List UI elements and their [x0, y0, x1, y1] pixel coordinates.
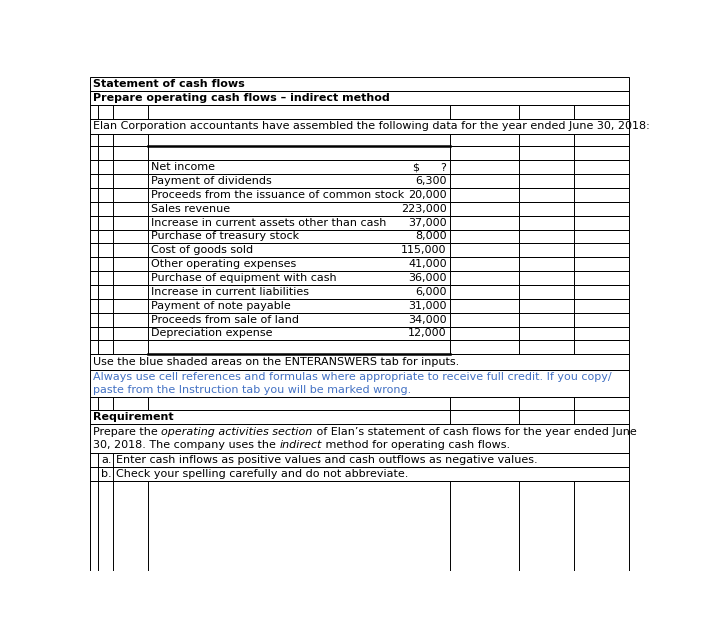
Bar	[90, 188, 630, 202]
Text: 223,000: 223,000	[401, 204, 446, 214]
Text: Proceeds from sale of land: Proceeds from sale of land	[152, 315, 299, 325]
Bar	[90, 119, 630, 134]
Bar	[90, 91, 630, 105]
Text: Depreciation expense: Depreciation expense	[152, 329, 273, 338]
Bar	[90, 340, 630, 354]
Bar	[90, 453, 630, 467]
Text: 41,000: 41,000	[408, 259, 446, 269]
Bar	[90, 410, 630, 424]
Bar	[90, 174, 630, 188]
Text: Check your spelling carefully and do not abbreviate.: Check your spelling carefully and do not…	[117, 469, 409, 478]
Bar	[90, 229, 630, 243]
Text: indirect: indirect	[279, 440, 322, 449]
Text: Use the blue shaded areas on the ENTERANSWERS tab for inputs.: Use the blue shaded areas on the ENTERAN…	[93, 357, 459, 367]
Text: Net income: Net income	[152, 162, 216, 172]
Text: Payment of note payable: Payment of note payable	[152, 300, 291, 311]
Text: Payment of dividends: Payment of dividends	[152, 176, 272, 186]
Text: Increase in current assets other than cash: Increase in current assets other than ca…	[152, 218, 387, 227]
Text: 12,000: 12,000	[408, 329, 446, 338]
Text: method for operating cash flows.: method for operating cash flows.	[322, 440, 510, 449]
Text: Requirement: Requirement	[93, 412, 174, 422]
Text: 115,000: 115,000	[401, 245, 446, 256]
Bar	[90, 397, 630, 410]
Bar	[90, 271, 630, 285]
Text: 31,000: 31,000	[408, 300, 446, 311]
Text: Elan Corporation accountants have assembled the following data for the year ende: Elan Corporation accountants have assemb…	[93, 121, 650, 132]
Text: 36,000: 36,000	[408, 273, 446, 283]
Text: 30, 2018. The company uses the: 30, 2018. The company uses the	[93, 440, 279, 449]
Text: Enter cash inflows as positive values and cash outflows as negative values.: Enter cash inflows as positive values an…	[117, 455, 538, 465]
Text: Prepare the: Prepare the	[93, 427, 161, 437]
Text: b.: b.	[101, 469, 112, 478]
Bar	[90, 257, 630, 271]
Text: 37,000: 37,000	[408, 218, 446, 227]
Bar	[90, 216, 630, 229]
Bar	[90, 243, 630, 257]
Bar	[90, 77, 630, 91]
Bar	[90, 467, 630, 480]
Text: 6,300: 6,300	[415, 176, 446, 186]
Text: a.: a.	[101, 455, 112, 465]
Bar	[90, 313, 630, 327]
Bar	[90, 202, 630, 216]
Text: Prepare operating cash flows – indirect method: Prepare operating cash flows – indirect …	[93, 93, 390, 103]
Bar	[90, 480, 630, 571]
Text: 8,000: 8,000	[415, 231, 446, 241]
Text: of Elan’s statement of cash flows for the year ended June: of Elan’s statement of cash flows for th…	[312, 427, 637, 437]
Text: 34,000: 34,000	[408, 315, 446, 325]
Bar	[90, 160, 630, 174]
Text: Sales revenue: Sales revenue	[152, 204, 230, 214]
Bar	[90, 134, 630, 146]
Bar	[90, 424, 630, 453]
Text: paste from the Instruction tab you will be marked wrong.: paste from the Instruction tab you will …	[93, 385, 411, 395]
Bar	[90, 370, 630, 397]
Text: $      ?: $ ?	[413, 162, 446, 172]
Text: Increase in current liabilities: Increase in current liabilities	[152, 287, 310, 297]
Bar	[90, 285, 630, 299]
Text: operating activities section: operating activities section	[161, 427, 312, 437]
Text: Always use cell references and formulas where appropriate to receive full credit: Always use cell references and formulas …	[93, 372, 612, 383]
Text: Purchase of equipment with cash: Purchase of equipment with cash	[152, 273, 337, 283]
Text: Statement of cash flows: Statement of cash flows	[93, 79, 245, 89]
Text: Proceeds from the issuance of common stock: Proceeds from the issuance of common sto…	[152, 190, 404, 200]
Bar	[90, 105, 630, 119]
Bar	[90, 299, 630, 313]
Text: 6,000: 6,000	[415, 287, 446, 297]
Bar	[90, 354, 630, 370]
Text: Purchase of treasury stock: Purchase of treasury stock	[152, 231, 300, 241]
Text: Cost of goods sold: Cost of goods sold	[152, 245, 253, 256]
Text: Other operating expenses: Other operating expenses	[152, 259, 296, 269]
Bar	[90, 327, 630, 340]
Bar	[90, 146, 630, 160]
Text: 20,000: 20,000	[408, 190, 446, 200]
